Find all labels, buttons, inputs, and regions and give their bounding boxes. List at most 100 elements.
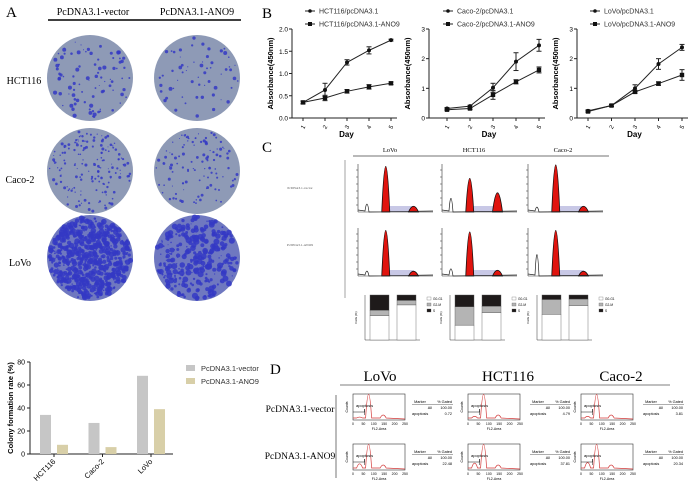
colony-dot — [74, 41, 76, 43]
colony-dot — [184, 102, 187, 105]
colony-dot — [170, 50, 173, 52]
colony-dot — [112, 190, 116, 194]
line-chart-1: 0.0 0.5 1.0 1.5 2.0 1 2 3 4 5 Day Absorbance(450nm)… — [266, 9, 400, 140]
colony-dot — [168, 277, 174, 284]
colony-dot — [99, 167, 102, 169]
colony-dot — [161, 240, 163, 243]
colony-dot — [77, 130, 81, 134]
data-point — [300, 100, 306, 105]
colony-dot — [125, 96, 127, 99]
colony-dot — [122, 87, 126, 92]
table-header-marker: Marker — [532, 450, 545, 454]
stack-legend-label: G2-M — [518, 303, 526, 307]
colony-dot — [64, 275, 70, 281]
colony-dot — [53, 269, 59, 275]
colony-dot — [232, 268, 237, 273]
colony-dot — [73, 98, 77, 101]
colony-dot — [93, 226, 97, 229]
colony-dot — [110, 262, 112, 264]
hist-y-label: Counts — [460, 401, 464, 412]
stacked-chart-LoVo: Cells (%) G0-G1 G2-M S — [354, 294, 443, 341]
colony-dot — [80, 190, 82, 192]
colony-dot — [170, 241, 172, 244]
colony-dot — [98, 166, 101, 169]
colony-dot — [90, 237, 97, 243]
d-row-vector: PcDNA3.1-vector — [266, 405, 336, 415]
colony-dot — [93, 136, 96, 139]
colony-dot — [73, 102, 77, 106]
stacked-chart-HCT116: Cells (%) G0-G1 G2-M S — [439, 294, 528, 341]
colony-dot — [85, 272, 90, 277]
colony-dot — [97, 170, 100, 173]
colony-dot — [192, 239, 196, 243]
colony-dot — [176, 244, 180, 248]
colony-dot — [52, 158, 56, 162]
colony-dot — [106, 185, 109, 189]
colony-dot — [95, 249, 98, 251]
table-apoptosis-value: 20.34 — [673, 462, 683, 466]
colony-dot — [99, 108, 101, 111]
hist-x-tick-label: 200 — [392, 472, 398, 476]
colony-dot — [192, 167, 195, 170]
colony-dot — [170, 252, 173, 256]
line-y-label: Absorbance(450nm) — [551, 37, 560, 110]
colony-dot — [205, 156, 209, 160]
colony-dot — [128, 248, 132, 252]
colony-dot — [87, 208, 91, 211]
colony-dot — [220, 270, 224, 274]
colony-dot — [165, 235, 168, 239]
colony-dot — [204, 279, 207, 283]
colony-dot — [178, 65, 183, 70]
legend-label: LoVo/pcDNA3.1 — [604, 9, 654, 16]
colony-dot — [155, 167, 158, 169]
colony-dot — [78, 140, 80, 142]
colony-dot — [123, 163, 127, 167]
colony-dot — [109, 282, 111, 285]
gate-label: apoptosis — [471, 403, 488, 408]
colony-dot — [98, 180, 101, 183]
colony-dot — [59, 238, 65, 243]
colony-dot — [197, 268, 200, 270]
colony-dot — [200, 253, 207, 260]
table-all-value: 100.00 — [440, 456, 452, 460]
colony-dot — [169, 163, 174, 167]
colony-dot — [68, 249, 73, 254]
colony-dot — [113, 142, 116, 145]
colony-dot — [78, 83, 81, 86]
column-header-ano9: PcDNA3.1-ANO9 — [160, 7, 234, 18]
hist-s-phase — [469, 270, 498, 276]
colony-dot — [181, 96, 184, 98]
colony-dot — [79, 178, 83, 181]
line-x-tick-label: 4 — [366, 124, 373, 130]
colony-dot — [60, 283, 63, 287]
colony-dot — [54, 257, 57, 259]
data-point — [345, 60, 349, 65]
colony-dot — [179, 292, 181, 294]
colony-dot — [57, 274, 63, 280]
colony-dot — [77, 269, 83, 275]
cycle-histogram-Caco-2-0 — [526, 164, 604, 213]
colony-dot — [78, 204, 81, 207]
colony-dot — [208, 285, 215, 292]
colony-dot — [207, 254, 212, 259]
colony-dot — [94, 74, 99, 79]
table-all-label: All — [659, 456, 663, 460]
line-x-label: Day — [482, 130, 497, 139]
data-point — [680, 45, 684, 50]
colony-dot — [114, 235, 116, 238]
colony-dot — [78, 289, 83, 295]
colony-dot — [101, 220, 104, 223]
hist-x-tick-label: 150 — [496, 472, 502, 476]
colony-dot — [102, 245, 106, 250]
colony-dot — [206, 220, 208, 222]
colony-dot — [88, 257, 94, 263]
row-label-lovo: LoVo — [9, 258, 31, 269]
stack-legend-swatch — [426, 296, 432, 301]
colony-dot — [122, 251, 127, 256]
colony-dot — [171, 170, 174, 173]
colony-dot — [55, 182, 58, 186]
hist-s-phase — [385, 270, 414, 276]
colony-dot — [102, 259, 107, 264]
line-x-tick-label: 5 — [388, 124, 395, 130]
